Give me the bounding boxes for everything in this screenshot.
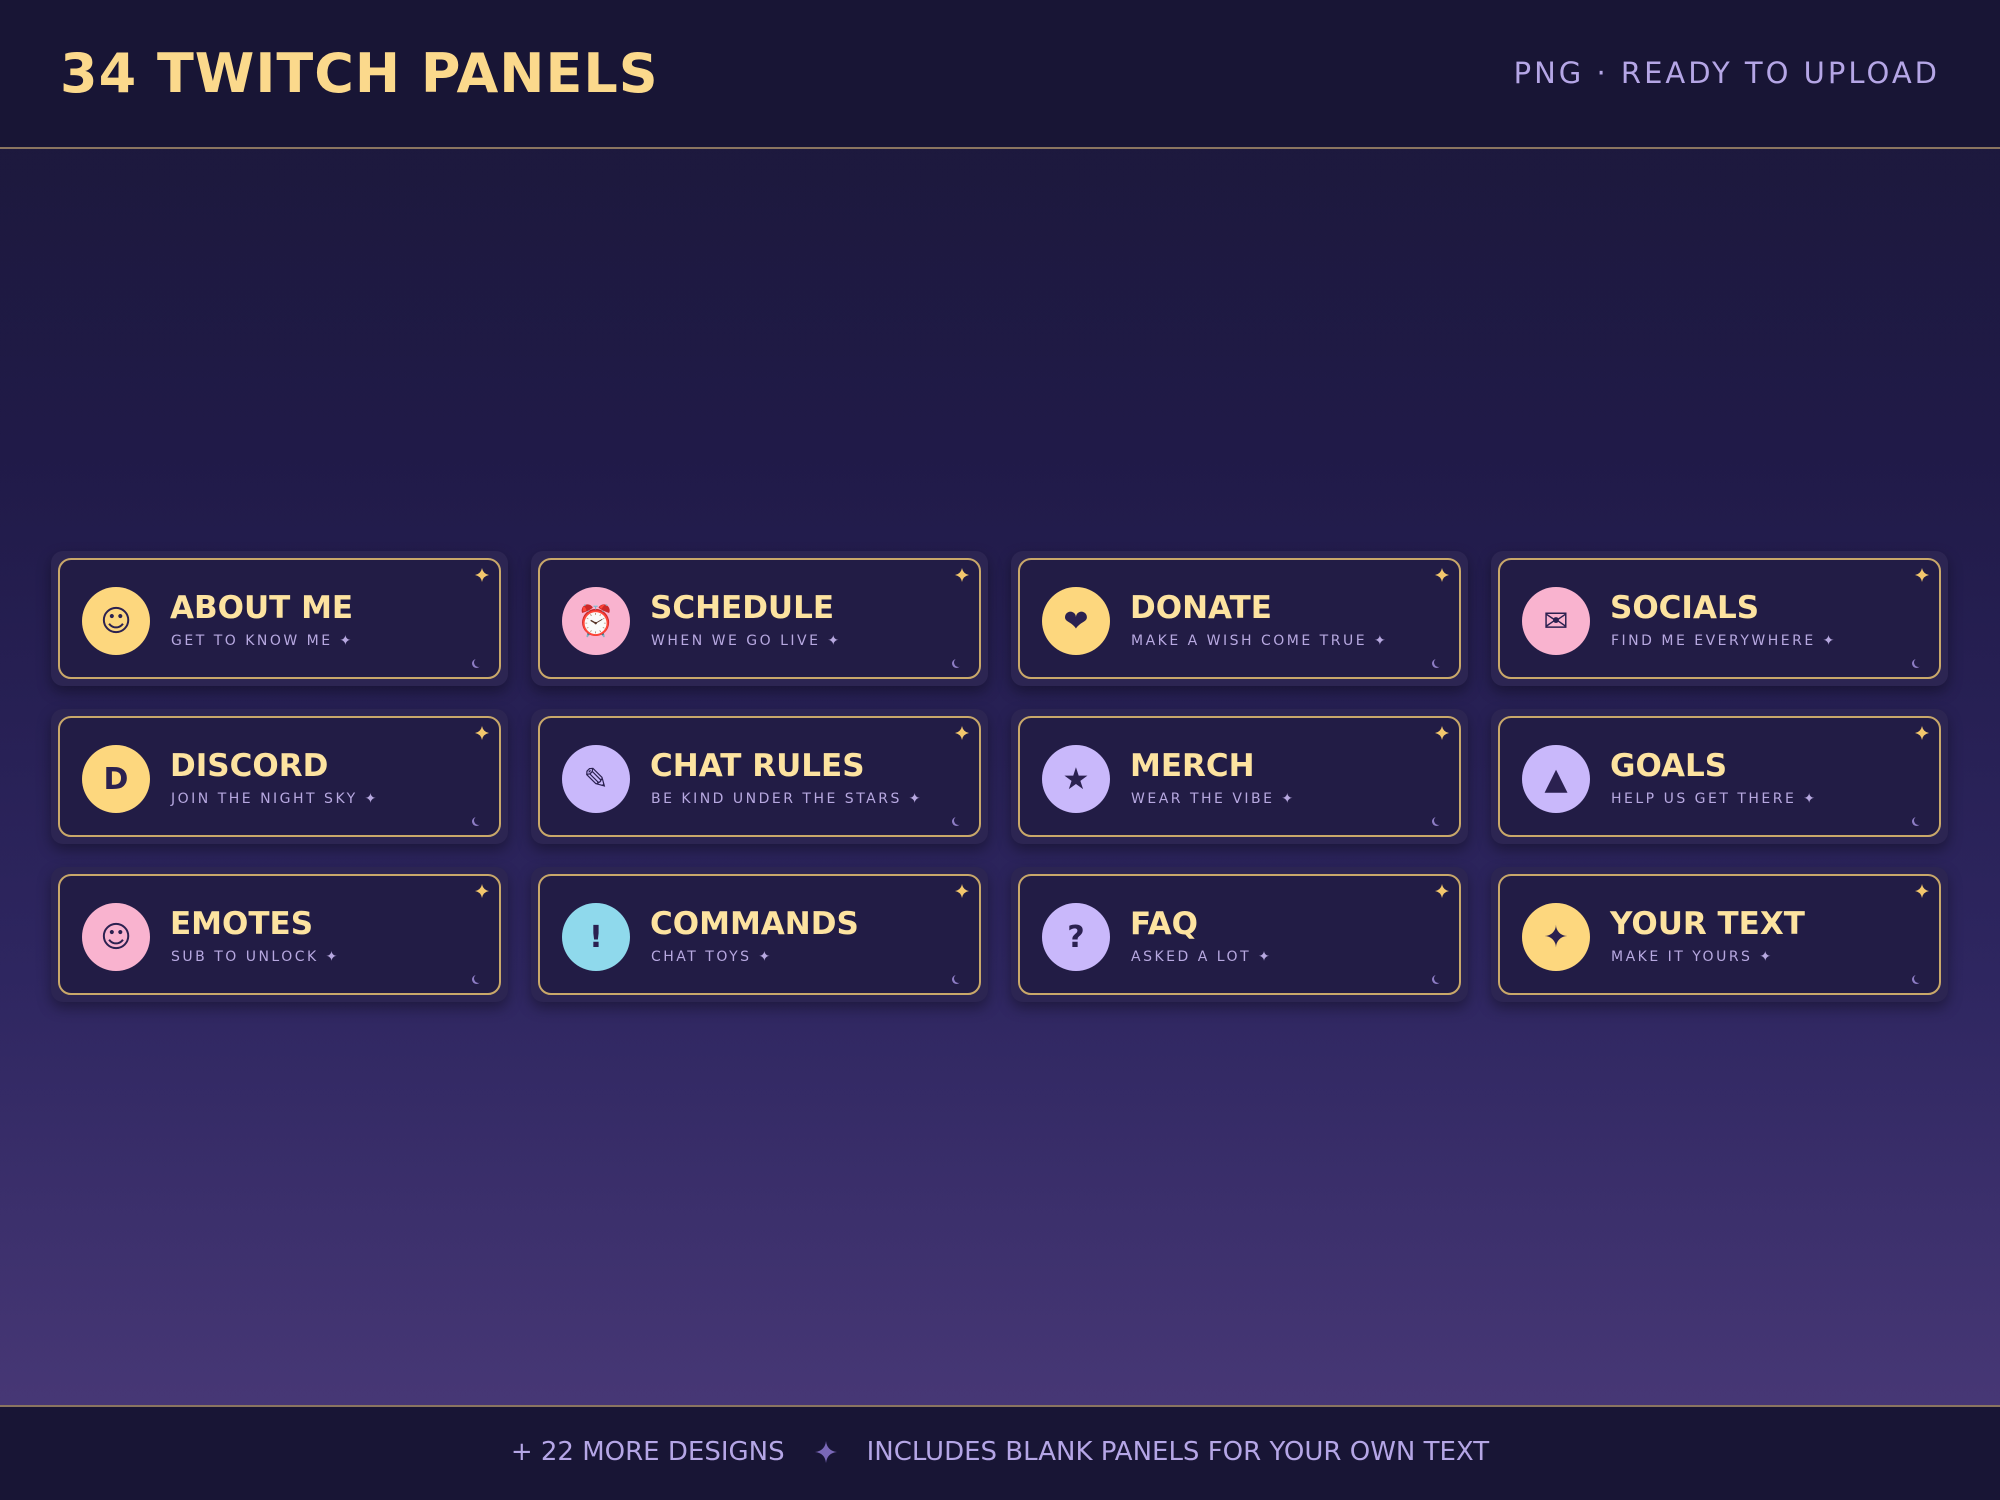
panel-subtitle: MAKE A WISH COME TRUE ✦ <box>1131 633 1389 649</box>
corner-star <box>955 884 969 898</box>
title: 34 TWITCH PANELS <box>60 42 659 105</box>
corner-star <box>955 568 969 582</box>
corner-moon <box>954 974 963 983</box>
icon: ❤ <box>1042 587 1110 655</box>
panel-title: EMOTES <box>170 906 314 942</box>
panel-frame: ? FAQ ASKED A LOT ✦ <box>1018 874 1461 995</box>
corner-moon <box>474 974 483 983</box>
corner-star <box>1435 568 1449 582</box>
panel: ! COMMANDS CHAT TOYS ✦ <box>531 867 988 1002</box>
footer: + 22 MORE DESIGNS INCLUDES BLANK PANELS … <box>0 1405 2000 1500</box>
corner-moon <box>474 658 483 667</box>
panel-frame: ! COMMANDS CHAT TOYS ✦ <box>538 874 981 995</box>
panel: ✎ CHAT RULES BE KIND UNDER THE STARS ✦ <box>531 709 988 844</box>
panel-title: DONATE <box>1130 590 1272 626</box>
corner-star <box>1915 884 1929 898</box>
icon: ✦ <box>1522 903 1590 971</box>
icon: D <box>82 745 150 813</box>
panel-frame: ✉ SOCIALS FIND ME EVERYWHERE ✦ <box>1498 558 1941 679</box>
footer-right: INCLUDES BLANK PANELS FOR YOUR OWN TEXT <box>866 1437 1490 1467</box>
panel: ★ MERCH WEAR THE VIBE ✦ <box>1011 709 1468 844</box>
corner-star <box>475 884 489 898</box>
corner-moon <box>474 816 483 825</box>
footer-row: + 22 MORE DESIGNS INCLUDES BLANK PANELS … <box>0 1437 2000 1467</box>
icon: ★ <box>1042 745 1110 813</box>
panel: D DISCORD JOIN THE NIGHT SKY ✦ <box>51 709 508 844</box>
panel-title: ABOUT ME <box>170 590 354 626</box>
panel-frame: ✎ CHAT RULES BE KIND UNDER THE STARS ✦ <box>538 716 981 837</box>
panel-title: COMMANDS <box>650 906 859 942</box>
icon: ⏰ <box>562 587 630 655</box>
icon: ✎ <box>562 745 630 813</box>
panel-frame: ☺ ABOUT ME GET TO KNOW ME ✦ <box>58 558 501 679</box>
panel-subtitle: JOIN THE NIGHT SKY ✦ <box>171 791 379 807</box>
panel-subtitle: WHEN WE GO LIVE ✦ <box>651 633 842 649</box>
panel-title: GOALS <box>1610 748 1728 784</box>
corner-star <box>1435 726 1449 740</box>
panel-title: MERCH <box>1130 748 1255 784</box>
icon: ✉ <box>1522 587 1590 655</box>
corner-moon <box>1914 974 1923 983</box>
corner-moon <box>954 658 963 667</box>
corner-moon <box>1434 974 1443 983</box>
panel-subtitle: SUB TO UNLOCK ✦ <box>171 949 340 965</box>
panel-frame: ★ MERCH WEAR THE VIBE ✦ <box>1018 716 1461 837</box>
panel: ❤ DONATE MAKE A WISH COME TRUE ✦ <box>1011 551 1468 686</box>
panel-title: CHAT RULES <box>650 748 865 784</box>
panel-frame: ▲ GOALS HELP US GET THERE ✦ <box>1498 716 1941 837</box>
corner-moon <box>954 816 963 825</box>
corner-star <box>475 726 489 740</box>
corner-moon <box>1914 658 1923 667</box>
panel-title: DISCORD <box>170 748 329 784</box>
corner-moon <box>1434 658 1443 667</box>
panel-subtitle: GET TO KNOW ME ✦ <box>171 633 354 649</box>
corner-star <box>955 726 969 740</box>
separator-star <box>814 1441 837 1463</box>
panel-grid: ☺ ABOUT ME GET TO KNOW ME ✦ ⏰ SCHEDULE WHEN W… <box>51 551 1949 1002</box>
panel: ☺ ABOUT ME GET TO KNOW ME ✦ <box>51 551 508 686</box>
panel-subtitle: MAKE IT YOURS ✦ <box>1611 949 1774 965</box>
panel-subtitle: BE KIND UNDER THE STARS ✦ <box>651 791 924 807</box>
panel-frame: ⏰ SCHEDULE WHEN WE GO LIVE ✦ <box>538 558 981 679</box>
panel: ✉ SOCIALS FIND ME EVERYWHERE ✦ <box>1491 551 1948 686</box>
icon: ? <box>1042 903 1110 971</box>
panel-frame: ✦ YOUR TEXT MAKE IT YOURS ✦ <box>1498 874 1941 995</box>
icon: ☺ <box>82 903 150 971</box>
panel-title: SCHEDULE <box>650 590 835 626</box>
corner-star <box>1915 726 1929 740</box>
panel: ☺ EMOTES SUB TO UNLOCK ✦ <box>51 867 508 1002</box>
panel-title: SOCIALS <box>1610 590 1760 626</box>
corner-star <box>475 568 489 582</box>
corner-moon <box>1914 816 1923 825</box>
panel: ▲ GOALS HELP US GET THERE ✦ <box>1491 709 1948 844</box>
icon: ! <box>562 903 630 971</box>
corner-star <box>1915 568 1929 582</box>
panel-title: FAQ <box>1130 906 1198 942</box>
panel-frame: ☺ EMOTES SUB TO UNLOCK ✦ <box>58 874 501 995</box>
icon: ▲ <box>1522 745 1590 813</box>
header: 34 TWITCH PANELS PNG · READY TO UPLOAD <box>0 0 2000 149</box>
corner-star <box>1435 884 1449 898</box>
panel-title: YOUR TEXT <box>1610 906 1805 942</box>
icon: ☺ <box>82 587 150 655</box>
panel: ✦ YOUR TEXT MAKE IT YOURS ✦ <box>1491 867 1948 1002</box>
panel-subtitle: FIND ME EVERYWHERE ✦ <box>1611 633 1837 649</box>
panel: ? FAQ ASKED A LOT ✦ <box>1011 867 1468 1002</box>
panel-subtitle: WEAR THE VIBE ✦ <box>1131 791 1296 807</box>
footer-left: + 22 MORE DESIGNS <box>510 1437 785 1467</box>
panel: ⏰ SCHEDULE WHEN WE GO LIVE ✦ <box>531 551 988 686</box>
panel-subtitle: CHAT TOYS ✦ <box>651 949 773 965</box>
panel-subtitle: ASKED A LOT ✦ <box>1131 949 1273 965</box>
panel-frame: ❤ DONATE MAKE A WISH COME TRUE ✦ <box>1018 558 1461 679</box>
subtitle: PNG · READY TO UPLOAD <box>1513 56 1940 90</box>
corner-moon <box>1434 816 1443 825</box>
panel-frame: D DISCORD JOIN THE NIGHT SKY ✦ <box>58 716 501 837</box>
panel-subtitle: HELP US GET THERE ✦ <box>1611 791 1818 807</box>
